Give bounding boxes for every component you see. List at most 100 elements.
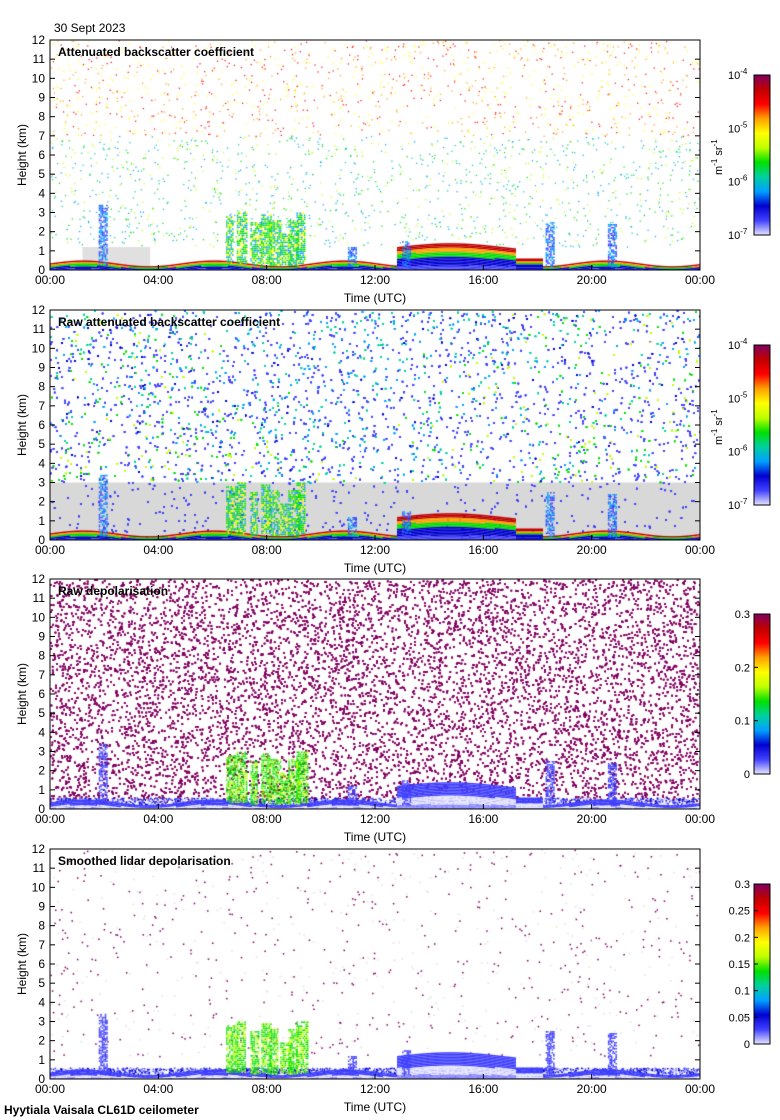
y-tick-label: 0 bbox=[38, 533, 45, 547]
y-tick-label: 1 bbox=[38, 514, 45, 528]
y-tick-label: 8 bbox=[38, 649, 45, 663]
y-tick-label: 10 bbox=[32, 71, 46, 85]
colorbar-tick-label: 10-4 bbox=[728, 67, 748, 82]
y-tick-label: 12 bbox=[32, 303, 46, 317]
y-tick-label: 2 bbox=[38, 225, 45, 239]
x-axis-label: Time (UTC) bbox=[344, 291, 406, 305]
x-tick-label: 08:00 bbox=[252, 273, 282, 287]
colorbar-tick-label: 0.2 bbox=[735, 932, 750, 944]
panel-title: Raw attenuated backscatter coefficient bbox=[58, 315, 280, 329]
x-tick-label: 16:00 bbox=[468, 543, 498, 557]
x-tick-label: 16:00 bbox=[468, 273, 498, 287]
y-tick-label: 4 bbox=[38, 995, 45, 1009]
x-tick-label: 20:00 bbox=[577, 1082, 607, 1096]
x-tick-label: 00:00 bbox=[685, 273, 715, 287]
y-tick-label: 5 bbox=[38, 167, 45, 181]
colorbar-tick-label: 10-7 bbox=[728, 497, 748, 512]
y-tick-label: 11 bbox=[33, 591, 46, 605]
y-tick-label: 5 bbox=[38, 706, 45, 720]
colorbar-tick-label: 0.05 bbox=[729, 1012, 750, 1024]
x-tick-label: 20:00 bbox=[577, 812, 607, 826]
x-tick-label: 04:00 bbox=[143, 1082, 173, 1096]
y-tick-label: 7 bbox=[38, 129, 45, 143]
y-tick-label: 4 bbox=[38, 456, 45, 470]
y-tick-label: 5 bbox=[38, 976, 45, 990]
x-tick-label: 12:00 bbox=[360, 273, 390, 287]
y-tick-label: 2 bbox=[38, 764, 45, 778]
x-tick-label: 20:00 bbox=[577, 543, 607, 557]
colorbar-tick-label: 10-5 bbox=[728, 120, 748, 135]
colorbar-tick-label: 10-5 bbox=[728, 390, 748, 405]
y-tick-label: 11 bbox=[33, 861, 46, 875]
x-tick-label: 00:00 bbox=[35, 273, 65, 287]
y-tick-label: 9 bbox=[38, 361, 45, 375]
y-tick-label: 11 bbox=[33, 322, 46, 336]
y-tick-label: 12 bbox=[32, 572, 46, 586]
y-tick-label: 7 bbox=[38, 938, 45, 952]
y-tick-label: 10 bbox=[32, 880, 46, 894]
y-tick-label: 12 bbox=[32, 33, 46, 47]
x-tick-label: 00:00 bbox=[35, 812, 65, 826]
y-tick-label: 7 bbox=[38, 668, 45, 682]
x-tick-label: 08:00 bbox=[252, 812, 282, 826]
y-tick-label: 6 bbox=[38, 687, 45, 701]
y-tick-label: 11 bbox=[33, 52, 46, 66]
colorbar bbox=[753, 74, 771, 236]
heatmap-image bbox=[50, 849, 700, 1079]
colorbar bbox=[753, 613, 771, 775]
colorbar-tick-label: 0.3 bbox=[735, 609, 750, 621]
y-tick-label: 7 bbox=[38, 399, 45, 413]
heatmap-image bbox=[50, 310, 700, 540]
date-label: 30 Sept 2023 bbox=[54, 21, 126, 35]
y-tick-label: 3 bbox=[38, 1015, 45, 1029]
colorbar-tick-label: 0.2 bbox=[735, 662, 750, 674]
y-tick-label: 10 bbox=[32, 341, 46, 355]
colorbar-tick-label: 10-6 bbox=[728, 174, 748, 189]
panel-title: Attenuated backscatter coefficient bbox=[58, 45, 254, 59]
y-tick-label: 4 bbox=[38, 186, 45, 200]
colorbar-tick-label: 0.15 bbox=[729, 959, 750, 971]
x-tick-label: 08:00 bbox=[252, 543, 282, 557]
panel-title: Smoothed lidar depolarisation bbox=[58, 854, 231, 868]
y-tick-label: 10 bbox=[32, 610, 46, 624]
x-tick-label: 12:00 bbox=[360, 1082, 390, 1096]
y-tick-label: 1 bbox=[38, 244, 45, 258]
x-tick-label: 16:00 bbox=[468, 1082, 498, 1096]
colorbar-tick-label: 0.1 bbox=[735, 716, 750, 728]
y-tick-label: 8 bbox=[38, 110, 45, 124]
colorbar-unit: m-1 sr-1 bbox=[710, 409, 725, 445]
y-axis-label: Height (km) bbox=[15, 124, 29, 186]
colorbar-tick-label: 0.1 bbox=[735, 986, 750, 998]
y-axis-label: Height (km) bbox=[15, 394, 29, 456]
y-axis-label: Height (km) bbox=[15, 663, 29, 725]
x-axis-label: Time (UTC) bbox=[344, 1100, 406, 1114]
x-tick-label: 08:00 bbox=[252, 1082, 282, 1096]
x-tick-label: 16:00 bbox=[468, 812, 498, 826]
x-tick-label: 04:00 bbox=[143, 273, 173, 287]
y-tick-label: 2 bbox=[38, 1034, 45, 1048]
y-tick-label: 0 bbox=[38, 263, 45, 277]
y-tick-label: 3 bbox=[38, 745, 45, 759]
y-tick-label: 2 bbox=[38, 495, 45, 509]
x-tick-label: 04:00 bbox=[143, 543, 173, 557]
colorbar-unit: m-1 sr-1 bbox=[710, 139, 725, 175]
y-tick-label: 9 bbox=[38, 630, 45, 644]
y-tick-label: 3 bbox=[38, 476, 45, 490]
y-tick-label: 8 bbox=[38, 919, 45, 933]
heatmap-image bbox=[50, 579, 700, 809]
x-tick-label: 04:00 bbox=[143, 812, 173, 826]
x-tick-label: 12:00 bbox=[360, 543, 390, 557]
x-axis-label: Time (UTC) bbox=[344, 830, 406, 844]
y-axis-label: Height (km) bbox=[15, 933, 29, 995]
y-tick-label: 4 bbox=[38, 725, 45, 739]
colorbar-tick-label: 10-6 bbox=[728, 444, 748, 459]
x-tick-label: 12:00 bbox=[360, 812, 390, 826]
colorbar-tick-label: 0.25 bbox=[729, 906, 750, 918]
x-tick-label: 00:00 bbox=[35, 1082, 65, 1096]
y-tick-label: 9 bbox=[38, 900, 45, 914]
x-tick-label: 00:00 bbox=[685, 543, 715, 557]
colorbar-tick-label: 0 bbox=[744, 769, 750, 781]
x-tick-label: 20:00 bbox=[577, 273, 607, 287]
